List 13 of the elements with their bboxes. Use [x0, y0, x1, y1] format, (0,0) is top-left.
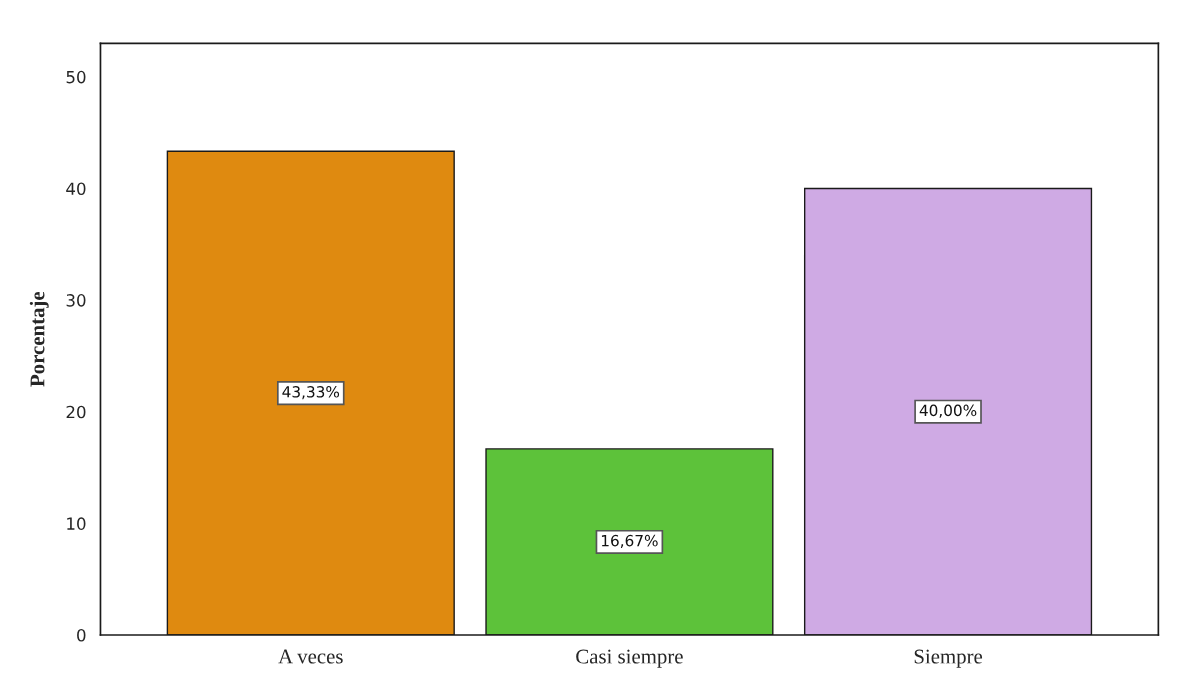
data-label: 16,67%	[601, 534, 658, 548]
y-tick-label: 50	[66, 70, 86, 84]
x-tick-label: A veces	[278, 649, 343, 664]
data-label: 40,00%	[919, 404, 977, 418]
data-label: 43,33%	[282, 386, 340, 400]
y-axis-title: Porcentaje	[29, 291, 49, 387]
x-tick-label: Casi siempre	[576, 649, 683, 668]
y-tick-label: 20	[66, 405, 86, 419]
x-tick-label: Siempre	[914, 649, 983, 668]
y-tick-label: 0	[77, 628, 86, 642]
y-tick-label: 10	[67, 517, 86, 530]
y-tick-label: 40	[66, 182, 86, 196]
y-tick-label: 30	[66, 294, 86, 307]
